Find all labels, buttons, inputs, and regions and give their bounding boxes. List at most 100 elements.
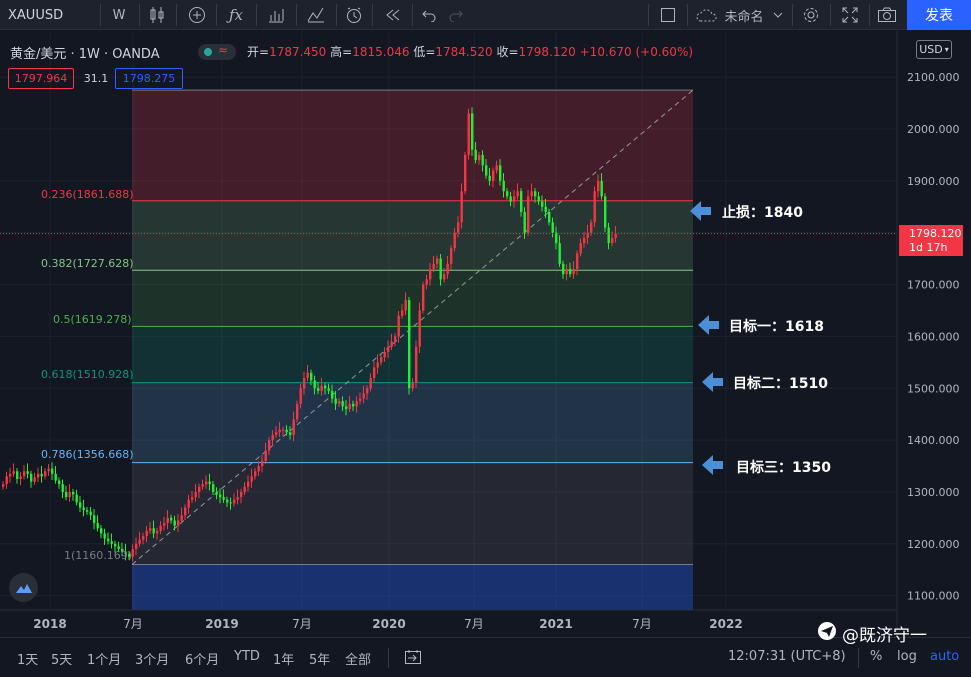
range-1m[interactable]: 1个月	[87, 653, 122, 668]
layout-name[interactable]: 未命名	[724, 9, 764, 25]
candle-body	[177, 520, 180, 526]
publish-button[interactable]: 发表	[907, 0, 971, 30]
arrow-left-icon	[702, 372, 723, 392]
spread-value: 31.1	[83, 72, 109, 85]
range-5y[interactable]: 5年	[309, 653, 331, 668]
candle-body	[457, 222, 460, 233]
toolbar-divider	[176, 4, 177, 26]
templates-icon[interactable]	[302, 0, 330, 30]
fib-zone	[132, 564, 693, 610]
range-1y[interactable]: 1年	[273, 653, 295, 668]
candle-body	[502, 180, 505, 192]
toolbar-divider	[139, 4, 140, 26]
settings-gear-icon[interactable]	[797, 0, 825, 30]
candle-body	[464, 154, 467, 192]
candle-body	[418, 310, 421, 347]
candle-body	[72, 491, 75, 495]
clock-timezone[interactable]: 12:07:31 (UTC+8)	[728, 649, 846, 664]
candle-body	[219, 494, 222, 498]
candle-body	[12, 471, 15, 474]
indicators-fx-icon[interactable]: ƒx	[228, 6, 243, 24]
alert-clock-icon[interactable]	[340, 0, 368, 30]
candle-body	[19, 476, 22, 479]
replay-icon[interactable]	[379, 0, 407, 30]
candle-body	[355, 401, 358, 407]
candle-body	[33, 477, 36, 482]
candle-body	[390, 341, 393, 347]
undo-icon[interactable]	[417, 0, 441, 30]
candle-body	[537, 196, 540, 202]
candle-body	[443, 274, 446, 280]
fib-label-0382: 0.382(1727.628)	[41, 257, 134, 270]
financials-icon[interactable]	[262, 0, 290, 30]
price-tick-label: 1900.000	[907, 175, 960, 188]
candle-body	[30, 473, 33, 482]
goto-date-icon[interactable]	[404, 649, 422, 669]
range-5d[interactable]: 5天	[51, 653, 73, 668]
range-all[interactable]: 全部	[345, 653, 372, 668]
range-6m[interactable]: 6个月	[185, 653, 220, 668]
price-tick-label: 1600.000	[907, 330, 960, 343]
price-axis-bg	[897, 31, 971, 636]
candle-body	[26, 471, 29, 474]
candle-body	[555, 232, 558, 244]
stop-loss-label: 止损：1840	[722, 205, 803, 221]
fib-zone	[132, 462, 693, 565]
candle-body	[586, 232, 589, 238]
candle-body	[345, 406, 348, 409]
compare-add-icon[interactable]	[183, 0, 211, 30]
low-value: 1784.520	[435, 45, 493, 59]
chart-axes: 2100.0002000.0001900.0001800.0001700.000…	[0, 31, 971, 636]
candle-body	[268, 440, 271, 451]
fib-zone	[132, 382, 693, 463]
fullscreen-icon[interactable]	[836, 0, 864, 30]
time-tick-label: 7月	[123, 617, 143, 631]
time-tick-label: 7月	[292, 617, 312, 631]
candle-body	[124, 551, 127, 555]
annotation-arrows	[690, 201, 723, 475]
chevron-down-icon[interactable]	[770, 0, 786, 30]
cloud-save-icon[interactable]	[692, 0, 722, 30]
toolbar-divider	[256, 4, 257, 26]
candle-body	[226, 499, 229, 503]
range-1d[interactable]: 1天	[17, 653, 39, 668]
range-ytd[interactable]: YTD	[234, 649, 260, 664]
candle-body	[488, 175, 491, 181]
fullscreen-layout-icon[interactable]	[655, 0, 681, 30]
last-price-label: 1798.120 1d 17h	[899, 225, 963, 256]
toolbar-divider	[792, 4, 793, 26]
symbol-search[interactable]: XAUUSD	[8, 7, 64, 23]
candle-body	[282, 429, 285, 431]
candle-body	[310, 372, 313, 381]
camera-snapshot-icon[interactable]	[873, 0, 901, 30]
candle-body	[201, 484, 204, 487]
redo-icon[interactable]	[444, 0, 468, 30]
candle-body	[348, 403, 351, 409]
candle-type-icon[interactable]	[143, 0, 171, 30]
candle-body	[383, 351, 386, 358]
sell-price-badge[interactable]: 1797.964	[8, 68, 74, 89]
candle-body	[530, 191, 533, 197]
candle-body	[58, 480, 61, 485]
candle-body	[149, 528, 152, 531]
buy-price-badge[interactable]: 1798.275	[115, 68, 183, 89]
candle-body	[89, 511, 92, 516]
candle-body	[499, 165, 502, 181]
time-tick-label: 2022	[709, 617, 742, 631]
candle-body	[152, 528, 155, 534]
candle-body	[236, 497, 239, 500]
interval-button[interactable]: W	[112, 7, 126, 23]
candle-body	[331, 390, 334, 399]
range-3m[interactable]: 3个月	[135, 653, 170, 668]
candle-body	[173, 520, 176, 526]
log-toggle[interactable]: log	[897, 649, 917, 664]
candle-body	[394, 336, 397, 342]
candle-body	[478, 154, 481, 161]
auto-scale-toggle[interactable]: auto	[930, 649, 960, 664]
fib-label-0786: 0.786(1356.668)	[41, 448, 134, 461]
currency-selector[interactable]: USD ▾	[916, 40, 952, 59]
change-value: +10.670 (+0.60%)	[579, 45, 694, 59]
percent-toggle[interactable]: %	[870, 649, 883, 664]
tradingview-logo-icon[interactable]	[9, 573, 38, 602]
